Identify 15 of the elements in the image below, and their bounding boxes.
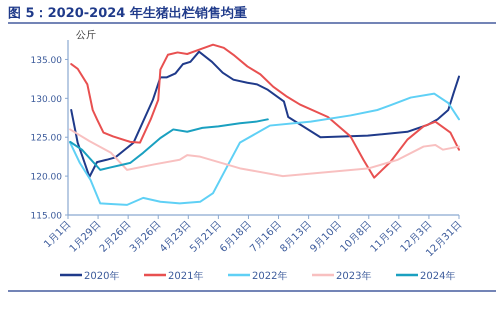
line-series [69, 118, 269, 171]
y-tick-label: 120.00 [30, 172, 62, 183]
y-tick-label: 115.00 [30, 212, 62, 222]
legend-label: 2020年 [84, 270, 120, 282]
legend-label: 2024年 [420, 270, 456, 282]
y-tick-label: 125.00 [30, 134, 62, 144]
line-series [69, 92, 460, 206]
legend-label: 2022年 [252, 270, 288, 282]
y-tick-label: 135.00 [30, 56, 62, 66]
line-series [69, 128, 460, 178]
y-axis-title: 公斤 [76, 29, 96, 41]
legend-label: 2023年 [336, 270, 372, 282]
y-tick-label: 130.00 [30, 94, 62, 105]
legend-label: 2021年 [168, 270, 204, 282]
chart-title: 图 5：2020-2024 年生猪出栏销售均重 [8, 5, 247, 21]
